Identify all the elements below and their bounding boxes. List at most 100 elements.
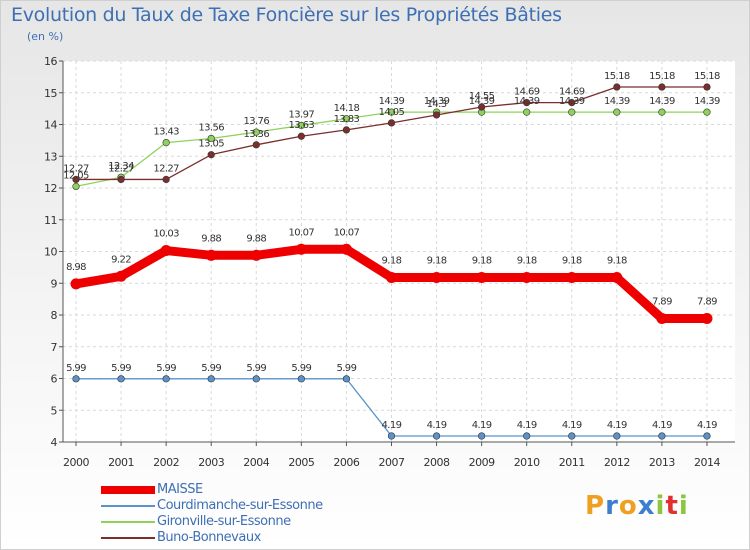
data-point bbox=[207, 134, 215, 143]
data-label: 5.99 bbox=[66, 363, 86, 374]
data-point bbox=[207, 375, 215, 383]
data-label: 15.18 bbox=[604, 71, 630, 82]
data-label: 13.36 bbox=[243, 129, 269, 140]
data-point bbox=[568, 108, 576, 116]
data-point bbox=[613, 432, 621, 440]
data-point bbox=[117, 175, 125, 184]
data-point bbox=[703, 83, 711, 91]
data-point bbox=[523, 432, 531, 440]
data-label: 12.05 bbox=[63, 170, 89, 181]
data-label: 14.69 bbox=[559, 87, 585, 98]
y-tick-label: 11 bbox=[44, 214, 57, 227]
data-point bbox=[70, 278, 82, 290]
data-label: 14.39 bbox=[649, 96, 675, 107]
x-tick-label: 2004 bbox=[243, 456, 269, 469]
data-point bbox=[340, 243, 352, 255]
data-label: 9.88 bbox=[246, 233, 266, 244]
data-point bbox=[658, 83, 666, 91]
data-point bbox=[476, 272, 488, 284]
data-label: 7.89 bbox=[652, 296, 672, 307]
x-tick-label: 2012 bbox=[604, 456, 630, 469]
data-label: 4.19 bbox=[382, 420, 402, 431]
data-point bbox=[478, 103, 486, 111]
data-point bbox=[703, 432, 711, 440]
data-label: 14.39 bbox=[424, 96, 450, 107]
x-tick-label: 2006 bbox=[333, 456, 359, 469]
data-point bbox=[568, 432, 576, 440]
data-label: 5.99 bbox=[111, 363, 131, 374]
x-tick-label: 2000 bbox=[63, 456, 89, 469]
y-tick-label: 7 bbox=[51, 341, 58, 354]
data-point bbox=[568, 98, 576, 107]
data-point bbox=[295, 243, 307, 255]
data-point bbox=[566, 272, 578, 284]
data-label: 4.19 bbox=[607, 420, 627, 431]
data-label: 14.3 bbox=[427, 99, 447, 110]
data-point bbox=[658, 432, 666, 440]
data-label: 12.27 bbox=[153, 163, 179, 174]
y-tick-label: 12 bbox=[44, 182, 57, 195]
data-label: 4.19 bbox=[517, 420, 537, 431]
legend-label-maisse: MAISSE bbox=[157, 482, 203, 497]
data-label: 14.39 bbox=[559, 96, 585, 107]
data-point bbox=[432, 432, 441, 440]
data-label: 14.39 bbox=[514, 96, 540, 107]
data-point bbox=[387, 119, 396, 127]
data-label: 13.76 bbox=[243, 116, 269, 127]
logo-letter: t bbox=[665, 491, 679, 521]
data-point bbox=[72, 175, 80, 184]
x-tick-label: 2013 bbox=[649, 456, 675, 469]
data-label: 10.03 bbox=[153, 229, 179, 240]
data-point bbox=[613, 83, 621, 91]
y-tick-label: 10 bbox=[44, 246, 57, 259]
data-label: 5.99 bbox=[336, 363, 356, 374]
data-point bbox=[162, 175, 170, 184]
data-point bbox=[297, 121, 305, 130]
x-tick-label: 2011 bbox=[559, 456, 585, 469]
data-point bbox=[385, 272, 397, 284]
data-point bbox=[205, 249, 217, 261]
y-tick-label: 16 bbox=[44, 55, 57, 68]
data-label: 4.19 bbox=[472, 420, 492, 431]
data-point bbox=[250, 249, 262, 261]
y-tick-label: 6 bbox=[51, 373, 58, 386]
data-label: 13.56 bbox=[198, 122, 224, 133]
data-point bbox=[297, 375, 305, 383]
x-tick-label: 2002 bbox=[153, 456, 179, 469]
data-point bbox=[521, 272, 533, 284]
data-point bbox=[160, 245, 172, 257]
data-point bbox=[431, 272, 443, 284]
data-label: 10.07 bbox=[289, 227, 315, 238]
legend-label-courdimanche: Courdimanche-sur-Essonne bbox=[157, 498, 323, 513]
data-label: 4.19 bbox=[652, 420, 672, 431]
data-point bbox=[252, 128, 260, 136]
y-tick-label: 4 bbox=[51, 436, 58, 449]
data-label: 5.99 bbox=[201, 363, 221, 374]
data-point bbox=[432, 111, 441, 119]
legend-swatch-maisse bbox=[101, 486, 155, 494]
x-tick-label: 2008 bbox=[424, 456, 450, 469]
data-label: 13.83 bbox=[334, 114, 360, 125]
data-point bbox=[387, 432, 396, 440]
legend-swatch-gironville bbox=[101, 521, 155, 523]
proxiti-logo: Proxiti bbox=[585, 491, 689, 521]
data-label: 13.63 bbox=[289, 120, 315, 131]
data-point bbox=[115, 270, 127, 282]
x-tick-label: 2003 bbox=[198, 456, 224, 469]
logo-letter: P bbox=[585, 491, 606, 521]
data-label: 7.89 bbox=[697, 296, 717, 307]
data-point bbox=[701, 312, 713, 324]
logo-letter: i bbox=[678, 491, 689, 521]
legend-label-gironville: Gironville-sur-Essonne bbox=[157, 514, 291, 529]
data-point bbox=[658, 108, 666, 116]
data-label: 14.69 bbox=[514, 87, 540, 98]
data-label: 12.27 bbox=[63, 163, 89, 174]
data-label: 5.99 bbox=[291, 363, 311, 374]
data-label: 5.99 bbox=[156, 363, 176, 374]
data-label: 14.39 bbox=[694, 96, 720, 107]
data-label: 12.27 bbox=[108, 163, 134, 174]
data-label: 4.19 bbox=[697, 420, 717, 431]
data-label: 9.18 bbox=[427, 256, 447, 267]
